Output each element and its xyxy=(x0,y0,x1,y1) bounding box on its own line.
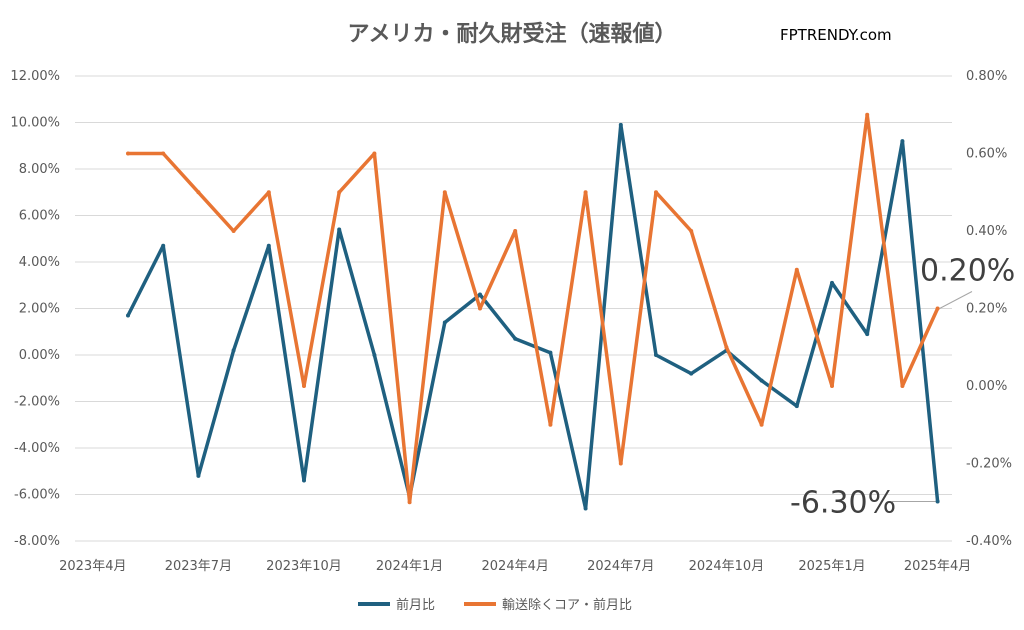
series-1-point xyxy=(161,243,166,248)
x-tick-label: 2023年10月 xyxy=(266,559,342,574)
left-tick-label: 8.00% xyxy=(19,162,60,177)
series-2-point xyxy=(442,190,447,195)
series-1-point xyxy=(266,243,271,248)
series-1-point xyxy=(830,280,834,285)
series-1-point xyxy=(759,378,764,383)
series-1-point xyxy=(794,404,799,409)
right-axis-ticks: 0.80% 0.60% 0.40% 0.20% 0.00% -0.20% -0.40% xyxy=(966,69,1012,549)
series-1-point xyxy=(231,348,236,353)
series-2-point xyxy=(794,267,799,272)
series-1-point xyxy=(126,313,130,318)
series-2-point xyxy=(266,190,271,195)
legend-label-series-1: 前月比 xyxy=(396,597,435,613)
series-2-point xyxy=(935,306,940,311)
right-tick-label: 0.80% xyxy=(966,69,1007,84)
series-1-point xyxy=(654,353,658,357)
left-axis-ticks: 12.00% 10.00% 8.00% 6.00% 4.00% 2.00% 0.00% -2.… xyxy=(10,69,60,549)
series-1-point xyxy=(337,227,342,232)
x-tick-label: 2024年7月 xyxy=(587,559,654,574)
x-tick-label: 2023年7月 xyxy=(165,559,232,574)
series-2-point xyxy=(618,461,623,466)
series-2-point xyxy=(583,190,588,195)
series-2-point xyxy=(337,190,342,195)
series-1-point xyxy=(442,320,447,325)
series-2-point xyxy=(513,229,518,233)
x-tick-label: 2024年4月 xyxy=(482,559,549,574)
series-2-point xyxy=(654,190,658,195)
series-2-point xyxy=(759,422,764,427)
right-tick-label: -0.20% xyxy=(966,457,1012,472)
series-2-point xyxy=(407,500,412,505)
annotation-leader-core xyxy=(939,291,973,309)
x-tick-label: 2025年1月 xyxy=(798,559,865,574)
left-tick-label: -4.00% xyxy=(14,441,60,456)
series-2-point xyxy=(900,384,905,388)
series-2-point xyxy=(161,151,166,156)
right-tick-label: 0.20% xyxy=(966,302,1007,317)
series-1-point xyxy=(900,139,905,144)
chart-title: アメリカ・耐久財受注（速報値） xyxy=(348,21,677,47)
series-1-point xyxy=(513,336,518,341)
x-tick-label: 2024年10月 xyxy=(689,559,765,574)
annotation-layer: 0.20% -6.30% xyxy=(790,254,1015,521)
series-2-point xyxy=(865,112,870,117)
series-1-point xyxy=(935,499,940,504)
x-axis-ticks: 2023年4月 2023年7月 2023年10月 2024年1月 2024年4月 2024… xyxy=(59,559,971,574)
series-line-2 xyxy=(126,113,940,505)
left-tick-label: -8.00% xyxy=(14,534,60,549)
left-tick-label: 2.00% xyxy=(19,302,60,317)
series-2-point xyxy=(302,384,306,388)
series-1-point xyxy=(478,292,482,297)
series-1-point xyxy=(865,332,870,337)
annotation-core-latest: 0.20% xyxy=(920,254,1015,289)
left-tick-label: 6.00% xyxy=(19,209,60,224)
right-tick-label: 0.60% xyxy=(966,147,1007,162)
left-tick-label: 0.00% xyxy=(19,348,60,363)
series-2-point xyxy=(372,151,377,156)
annotation-headline-latest: -6.30% xyxy=(790,485,896,520)
series-1-point xyxy=(689,371,694,376)
series-2-point xyxy=(478,306,482,311)
series-1-point xyxy=(548,350,553,355)
series-1-point xyxy=(302,478,306,483)
series-2-point xyxy=(231,229,236,233)
x-tick-label: 2023年4月 xyxy=(59,559,126,574)
series-2-point xyxy=(126,151,130,156)
series-line-1 xyxy=(126,123,940,511)
x-tick-label: 2025年4月 xyxy=(904,559,971,574)
series-2-point xyxy=(830,384,834,388)
right-tick-label: 0.40% xyxy=(966,224,1007,239)
series-1-point xyxy=(583,506,588,511)
legend: 前月比 輸送除くコア・前月比 xyxy=(358,597,632,613)
series-1-point xyxy=(372,353,377,357)
x-tick-label: 2024年1月 xyxy=(376,559,443,574)
left-tick-label: 4.00% xyxy=(19,255,60,270)
legend-label-series-2: 輸送除くコア・前月比 xyxy=(502,597,632,613)
gridlines xyxy=(75,75,952,542)
left-tick-label: -6.00% xyxy=(14,488,60,503)
brand-label: FPTRENDY.com xyxy=(780,26,892,44)
right-tick-label: 0.00% xyxy=(966,379,1007,394)
left-tick-label: -2.00% xyxy=(14,395,60,410)
series-2-point xyxy=(724,345,729,350)
left-tick-label: 10.00% xyxy=(10,116,60,131)
left-tick-label: 12.00% xyxy=(10,69,60,84)
series-2-point xyxy=(196,190,201,195)
series-1-point xyxy=(618,122,623,127)
series-layer xyxy=(126,112,940,511)
series-2-point xyxy=(548,422,553,427)
series-2-point xyxy=(689,229,694,233)
series-1-point xyxy=(196,473,201,478)
right-tick-label: -0.40% xyxy=(966,534,1012,549)
